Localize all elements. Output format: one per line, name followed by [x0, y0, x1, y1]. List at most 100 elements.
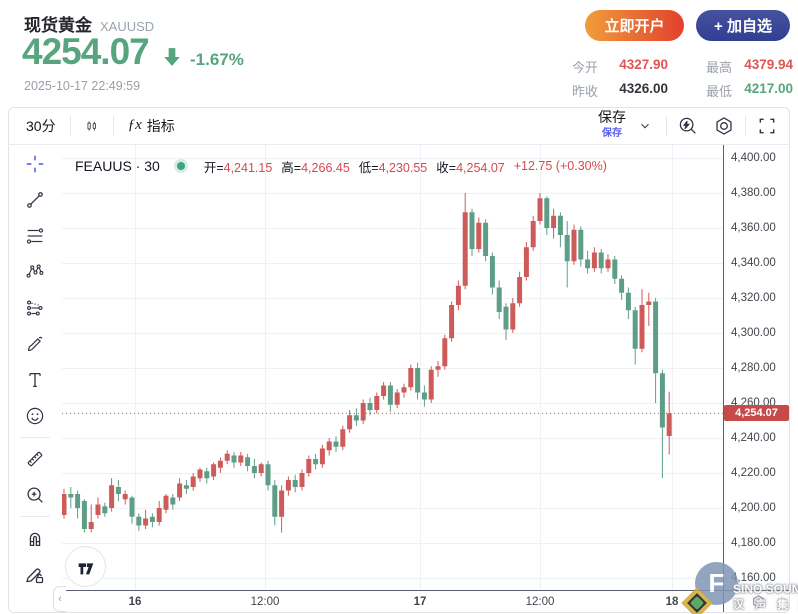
x-axis-label: 17	[413, 596, 427, 608]
legend-high-label: 高=	[281, 160, 302, 175]
save-menu-button[interactable]	[632, 114, 658, 138]
stat-low: 最低	[706, 81, 732, 101]
indicators-button[interactable]: ƒx 指标	[122, 116, 181, 136]
current-price: 4254.07	[22, 31, 150, 72]
open-account-button[interactable]: 立即开户	[585, 10, 684, 41]
ruler-icon	[27, 451, 42, 467]
quote-timestamp: 2025-10-17 22:49:59	[24, 79, 141, 93]
tradingview-logo[interactable]	[65, 546, 106, 587]
tools-divider	[19, 516, 50, 517]
tradingview-logo-icon	[78, 562, 93, 574]
brush-tool[interactable]	[9, 326, 60, 362]
candlestick-style-icon	[87, 120, 96, 131]
save-label: 保存	[598, 109, 626, 125]
xabcd-pattern-icon	[26, 264, 43, 278]
fullscreen-icon	[759, 118, 775, 133]
fib-retracement-icon	[26, 228, 43, 244]
add-watchlist-button[interactable]: + 加自选	[696, 10, 790, 41]
low-value: 4217.00	[744, 81, 793, 96]
brush-icon	[27, 336, 42, 352]
tools-divider	[19, 437, 50, 438]
magnet-icon	[29, 532, 40, 546]
toolbar-separator	[666, 115, 667, 136]
page-title: 现货黄金 XAUUSD	[24, 11, 154, 36]
y-axis-label: 4,320.00	[731, 292, 776, 304]
legend-symbol[interactable]: FEAUUS · 30	[75, 158, 160, 174]
stat-prev-close: 昨收	[572, 81, 598, 101]
y-axis-label: 4,400.00	[731, 152, 776, 164]
y-axis-label: 4,220.00	[731, 467, 776, 479]
legend-change: +12.75 (+0.30%)	[513, 159, 607, 173]
x-axis-label: 16	[128, 596, 142, 608]
drawing-toolbar	[9, 146, 60, 590]
lock-drawings-tool[interactable]	[9, 556, 60, 592]
price-axis-line	[723, 145, 724, 612]
prev-close-label: 昨收	[572, 84, 599, 99]
fib-retracement-tool[interactable]	[9, 218, 60, 254]
today-open-label: 今开	[572, 60, 599, 75]
chart-toolbar: 30分 ƒx 指标 保存 保存	[8, 107, 790, 145]
zoom-in-icon	[26, 487, 43, 503]
high-label: 最高	[706, 60, 733, 75]
stat-high: 最高	[706, 57, 732, 77]
interval-button[interactable]: 30分	[20, 116, 62, 136]
quick-search-button[interactable]	[675, 114, 701, 138]
trend-line-tool[interactable]	[9, 182, 60, 218]
quick-search-icon	[679, 117, 696, 134]
price-down-arrow-icon	[164, 48, 180, 66]
x-axis-label: 18	[665, 596, 679, 608]
last-price-tag: 4,254.07	[724, 405, 789, 421]
y-axis-label: 4,360.00	[731, 222, 776, 234]
forecast-icon	[26, 300, 43, 316]
legend-open-value: 4,241.15	[223, 160, 273, 175]
today-open-value: 4327.90	[619, 57, 668, 72]
toolbar-separator	[745, 115, 746, 136]
emoji-tool[interactable]	[9, 398, 60, 434]
text-tool[interactable]	[9, 362, 60, 398]
zoom-in-tool[interactable]	[9, 477, 60, 513]
legend-open-label: 开=	[203, 160, 224, 175]
y-axis-label: 4,160.00	[731, 572, 776, 584]
stat-today-open: 今开	[572, 57, 598, 77]
change-percent: -1.67%	[190, 50, 244, 69]
time-axis-line	[62, 590, 790, 591]
crosshair-icon	[26, 155, 43, 173]
legend-close-label: 收=	[436, 160, 457, 175]
save-button[interactable]: 保存 保存	[592, 109, 632, 140]
chart-plot[interactable]	[62, 145, 723, 590]
save-tooltip: 保存	[602, 128, 622, 139]
forecast-tool[interactable]	[9, 290, 60, 326]
high-value: 4379.94	[744, 57, 793, 72]
chevron-down-icon	[641, 123, 649, 128]
measure-tool[interactable]	[9, 441, 60, 477]
prev-close-value: 4326.00	[619, 81, 668, 96]
crosshair-tool[interactable]	[9, 146, 60, 182]
sidebar-collapse-handle[interactable]: ‹	[53, 586, 66, 612]
candlestick-style-button[interactable]	[79, 114, 105, 138]
xabcd-pattern-tool[interactable]	[9, 254, 60, 290]
fullscreen-button[interactable]	[754, 114, 780, 138]
legend-high-value: 4,266.45	[301, 160, 350, 175]
text-icon	[28, 372, 41, 388]
settings-button[interactable]	[711, 114, 737, 138]
axis-settings-button[interactable]	[750, 593, 767, 610]
indicators-fx-icon: ƒx	[127, 117, 142, 133]
y-axis-label: 4,240.00	[731, 432, 776, 444]
magnet-tool[interactable]	[9, 520, 60, 556]
toolbar-separator	[112, 115, 114, 136]
y-axis-label: 4,280.00	[731, 362, 776, 374]
interval-label: 30分	[26, 117, 56, 134]
y-axis-label: 4,380.00	[731, 187, 776, 199]
chart-legend: FEAUUS · 30 开=4,241.15 高=4,266.45 低=4,23…	[75, 156, 607, 176]
y-axis-label: 4,340.00	[731, 257, 776, 269]
status-dot	[173, 159, 188, 173]
legend-close-value: 4,254.07	[456, 160, 505, 175]
x-axis-label: 12:00	[250, 596, 280, 608]
x-axis-label: 12:00	[525, 596, 555, 608]
legend-low-label: 低=	[358, 160, 379, 175]
instrument-name: 现货黄金	[24, 16, 92, 35]
indicators-label: 指标	[146, 117, 175, 134]
y-axis-label: 4,180.00	[731, 537, 776, 549]
low-label: 最低	[706, 84, 733, 99]
